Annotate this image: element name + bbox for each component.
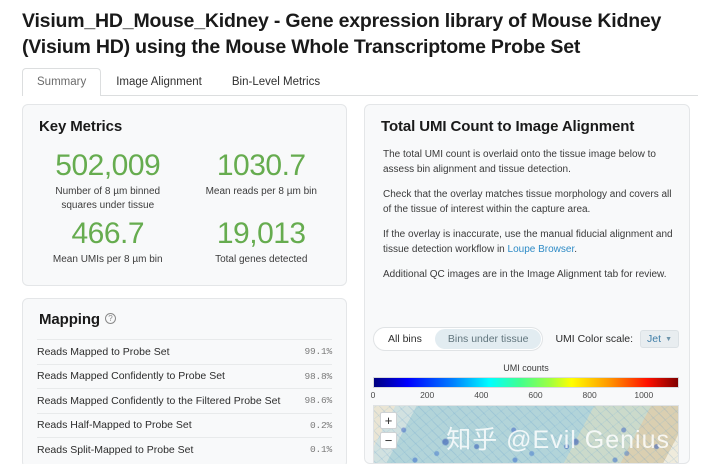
map-zoom-controls: + −	[380, 412, 397, 449]
key-metrics-title: Key Metrics	[39, 118, 123, 135]
metric-mean-reads: 1030.7 Mean reads per 8 µm bin	[185, 145, 339, 213]
chevron-down-icon: ▼	[665, 335, 672, 343]
table-row: Reads Split-Mapped to Probe Set 0.1%	[37, 437, 332, 462]
mapping-table: Reads Mapped to Probe Set 99.1% Reads Ma…	[37, 339, 332, 462]
umi-panel-description: The total UMI count is overlaid onto the…	[383, 147, 673, 292]
colorbar-tick: 600	[528, 390, 543, 400]
umi-alignment-card: Total UMI Count to Image Alignment The t…	[364, 104, 690, 464]
paragraph-text-after: .	[574, 244, 578, 255]
colorbar-ticks: 0 200 400 600 800 1000	[370, 390, 679, 402]
colorbar-tick: 1000	[634, 390, 654, 400]
bins-toggle-group: All bins Bins under tissue	[373, 327, 544, 351]
row-label: Reads Mapped to Probe Set	[37, 345, 170, 358]
metric-value: 19,013	[216, 217, 306, 250]
colorbar-title: UMI counts	[503, 363, 549, 373]
description-paragraph: The total UMI count is overlaid onto the…	[383, 149, 656, 175]
mapping-title-text: Mapping	[39, 311, 100, 328]
umi-panel-title: Total UMI Count to Image Alignment	[381, 118, 635, 135]
metric-value: 1030.7	[216, 149, 306, 182]
row-label: Reads Half-Mapped to Probe Set	[37, 419, 192, 432]
row-value: 98.6%	[304, 395, 332, 407]
mapping-title: Mapping?	[39, 311, 116, 328]
tissue-map-viewport[interactable]: + − 知乎 @Evil Genius	[373, 405, 679, 463]
metric-label: Total genes detected	[215, 254, 308, 265]
row-value: 0.2%	[309, 419, 332, 431]
tissue-image	[374, 406, 678, 463]
table-row: Reads Half-Mapped to Probe Set 0.2%	[37, 412, 332, 438]
loupe-browser-link[interactable]: Loupe Browser	[507, 244, 575, 255]
metric-mean-umis: 466.7 Mean UMIs per 8 µm bin	[31, 213, 185, 275]
color-scale-value: Jet	[647, 333, 662, 345]
paragraph-text-before: If the overlay is inaccurate, use the ma…	[383, 229, 673, 255]
table-row: Reads Mapped to Probe Set 99.1%	[37, 339, 332, 364]
colorbar-tick: 400	[474, 390, 489, 400]
row-value: 0.1%	[309, 444, 332, 456]
metric-value: 502,009	[55, 149, 161, 182]
zoom-out-button[interactable]: −	[380, 432, 397, 449]
row-label: Reads Split-Mapped to Probe Set	[37, 443, 194, 456]
toggle-bins-under-tissue[interactable]: Bins under tissue	[434, 329, 542, 349]
tab-bin-level-metrics[interactable]: Bin-Level Metrics	[231, 76, 321, 88]
color-scale-dropdown[interactable]: Jet ▼	[640, 330, 679, 348]
page-title: Visium_HD_Mouse_Kidney - Gene expression…	[22, 10, 662, 58]
colorbar-tick: 800	[582, 390, 597, 400]
description-paragraph: Check that the overlay matches tissue mo…	[383, 189, 672, 215]
colorbar-legend: UMI counts 0 200 400 600 800 1000	[370, 363, 679, 402]
metric-label: Number of 8 µm binned squares under tiss…	[55, 186, 161, 211]
colorbar-gradient	[373, 377, 679, 388]
tab-image-alignment[interactable]: Image Alignment	[116, 76, 202, 88]
toggle-all-bins[interactable]: All bins	[388, 333, 422, 345]
zoom-in-button[interactable]: +	[380, 412, 397, 429]
table-row: Reads Mapped Confidently to the Filtered…	[37, 388, 332, 413]
color-scale-label: UMI Color scale:	[555, 333, 634, 345]
metric-label: Mean UMIs per 8 µm bin	[52, 254, 163, 265]
umi-overlay	[374, 406, 678, 463]
metric-value: 466.7	[71, 217, 145, 250]
key-metrics-grid: 502,009 Number of 8 µm binned squares un…	[31, 145, 338, 275]
tab-summary[interactable]: Summary	[22, 68, 102, 96]
row-value: 99.1%	[304, 346, 332, 358]
umi-controls-row: All bins Bins under tissue UMI Color sca…	[373, 327, 679, 351]
key-metrics-card: Key Metrics 502,009 Number of 8 µm binne…	[22, 104, 347, 286]
row-label: Reads Mapped Confidently to the Filtered…	[37, 394, 281, 407]
row-label: Reads Mapped Confidently to Probe Set	[37, 370, 225, 383]
metric-binned-squares: 502,009 Number of 8 µm binned squares un…	[31, 145, 185, 213]
row-value: 98.8%	[304, 370, 332, 382]
description-paragraph-with-link: If the overlay is inaccurate, use the ma…	[383, 227, 673, 257]
colorbar-tick: 200	[420, 390, 435, 400]
table-row: Reads Mapped Confidently to Probe Set 98…	[37, 363, 332, 389]
mapping-card: Mapping? Reads Mapped to Probe Set 99.1%…	[22, 298, 347, 464]
tab-bar: Summary Image Alignment Bin-Level Metric…	[22, 68, 698, 96]
colorbar-tick: 0	[370, 390, 376, 400]
metric-label: Mean reads per 8 µm bin	[205, 186, 317, 197]
question-circle-icon[interactable]: ?	[104, 313, 116, 324]
description-paragraph: Additional QC images are in the Image Al…	[383, 269, 667, 280]
color-scale-control: UMI Color scale: Jet ▼	[555, 330, 679, 348]
metric-total-genes: 19,013 Total genes detected	[185, 213, 339, 275]
